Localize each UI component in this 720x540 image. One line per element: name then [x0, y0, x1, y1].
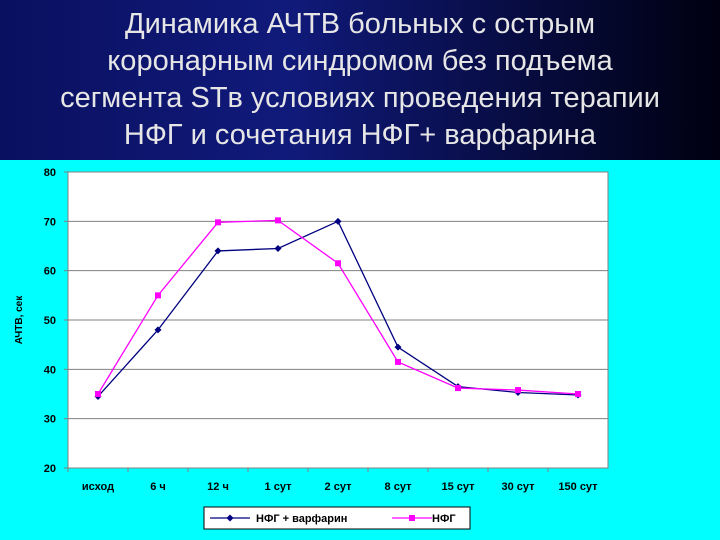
legend-marker-diamond	[226, 514, 234, 522]
data-point-diamond	[334, 217, 342, 225]
legend-marker-square	[409, 515, 415, 521]
legend-label: НФГ	[432, 513, 456, 525]
y-tick-label: 20	[44, 463, 56, 475]
legend: НФГ + варфарин НФГ	[203, 506, 471, 530]
data-point-square	[395, 358, 401, 365]
y-axis-label: АЧТВ, сек	[14, 295, 25, 344]
x-tick-label: 6 ч	[150, 481, 166, 493]
x-tick-label: 8 сут	[385, 481, 413, 493]
data-point-square	[335, 260, 341, 267]
title-banner: Динамика АЧТВ больных с острым коронарны…	[0, 0, 720, 160]
x-axis-ticks: исход 6 ч 12 ч 1 сут 2 сут 8 сут 15 сут 30 сут 1…	[67, 468, 598, 493]
data-point-square	[95, 391, 101, 397]
x-tick-label: 30 сут	[501, 481, 535, 493]
data-point-diamond	[274, 244, 282, 252]
x-tick-label: 2 сут	[325, 481, 353, 493]
data-point-square	[275, 217, 281, 224]
data-point-diamond	[394, 343, 402, 351]
x-tick-label: 15 сут	[441, 481, 475, 493]
data-point-square	[215, 219, 221, 226]
data-point-diamond	[214, 247, 222, 255]
legend-box	[203, 506, 471, 530]
series-group	[94, 217, 582, 400]
x-tick-label: исход	[82, 481, 114, 493]
y-tick-label: 60	[44, 266, 56, 278]
x-tick-label: 1 сут	[265, 481, 293, 493]
y-tick-label: 80	[44, 167, 56, 179]
data-point-square	[155, 292, 161, 299]
y-axis-ticks: 20 30 40 50 60 70 80	[44, 167, 68, 475]
legend-label: НФГ + варфарин	[256, 513, 347, 525]
y-tick-label: 70	[44, 216, 56, 228]
data-point-square	[515, 387, 521, 394]
x-tick-label: 12 ч	[207, 481, 229, 493]
data-point-square	[455, 385, 461, 392]
slide-title: Динамика АЧТВ больных с острым коронарны…	[60, 8, 660, 151]
x-tick-label: 150 сут	[558, 481, 598, 493]
data-point-diamond	[154, 326, 162, 334]
y-tick-label: 30	[44, 414, 56, 426]
y-tick-label: 50	[44, 315, 56, 327]
data-point-square	[575, 391, 581, 397]
y-tick-label: 40	[44, 364, 56, 376]
